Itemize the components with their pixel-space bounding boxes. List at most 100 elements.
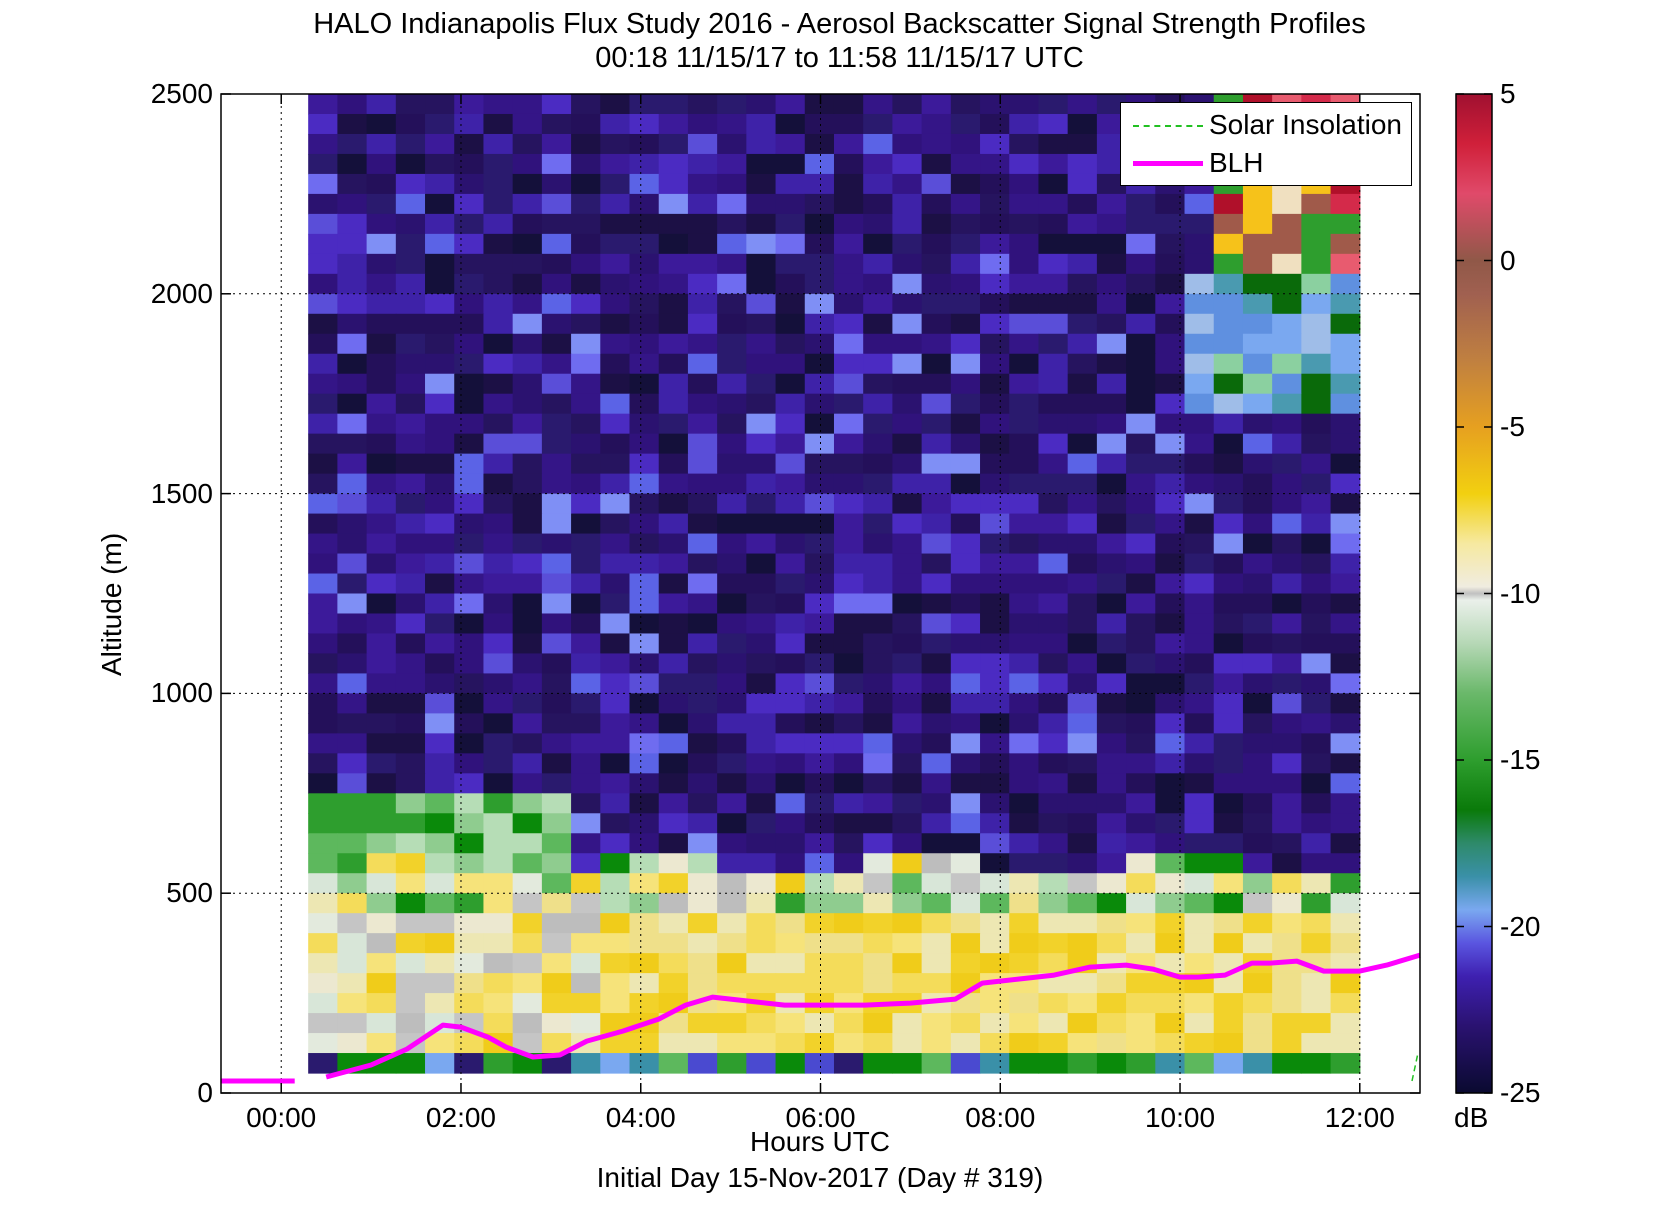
heatmap-cell: [1184, 793, 1215, 814]
heatmap-cell: [1242, 273, 1273, 295]
heatmap-cell: [308, 353, 338, 375]
heatmap-cell: [454, 993, 485, 1014]
heatmap-cell: [892, 293, 923, 315]
heatmap-cell: [308, 1033, 338, 1054]
heatmap-cell: [512, 693, 543, 714]
heatmap-cell: [395, 433, 426, 455]
heatmap-cell: [600, 553, 631, 575]
heatmap-cell: [1272, 473, 1302, 495]
heatmap-cell: [980, 513, 1010, 535]
heatmap-cell: [483, 113, 514, 135]
heatmap-cell: [512, 653, 543, 675]
heatmap-cell: [1213, 373, 1244, 395]
heatmap-cell: [1155, 413, 1186, 435]
heatmap-cell: [892, 213, 923, 235]
heatmap-cell: [366, 233, 397, 255]
y-tick-label: 1000: [150, 677, 213, 709]
heatmap-cell: [1126, 913, 1156, 934]
heatmap-cell: [658, 873, 689, 894]
heatmap-cell: [863, 913, 893, 934]
heatmap-cell: [337, 853, 368, 874]
heatmap-cell: [717, 753, 747, 774]
heatmap-cell: [1009, 553, 1040, 575]
heatmap-cell: [892, 333, 923, 355]
heatmap-cell: [717, 1053, 747, 1074]
heatmap-cell: [1301, 553, 1332, 575]
heatmap-cell: [980, 1033, 1010, 1054]
heatmap-cell: [1096, 573, 1127, 595]
heatmap-cell: [308, 593, 338, 615]
heatmap-cell: [1242, 433, 1273, 455]
heatmap-cell: [921, 933, 952, 954]
heatmap-cell: [950, 693, 981, 714]
heatmap-cell: [1067, 493, 1098, 515]
heatmap-cell: [804, 153, 835, 175]
heatmap-cell: [512, 713, 543, 734]
heatmap-cell: [1330, 233, 1361, 255]
heatmap-cell: [833, 313, 864, 335]
heatmap-cell: [1301, 853, 1332, 874]
heatmap-cell: [1155, 553, 1186, 575]
heatmap-cell: [425, 513, 455, 535]
heatmap-cell: [600, 793, 631, 814]
heatmap-cell: [687, 793, 718, 814]
heatmap-cell: [863, 753, 893, 774]
heatmap-cell: [950, 833, 981, 854]
heatmap-cell: [804, 673, 835, 694]
heatmap-cell: [395, 273, 426, 295]
heatmap-cell: [775, 233, 806, 255]
heatmap-cell: [571, 753, 601, 774]
heatmap-cell: [483, 773, 514, 794]
heatmap-cell: [746, 393, 777, 415]
heatmap-cell: [804, 833, 835, 854]
heatmap-cell: [1067, 653, 1098, 675]
heatmap-cell: [1272, 453, 1302, 475]
heatmap-cell: [571, 533, 601, 555]
heatmap-cell: [1184, 313, 1215, 335]
heatmap-cell: [1009, 713, 1040, 734]
heatmap-cell: [980, 573, 1010, 595]
heatmap-cell: [804, 253, 835, 275]
heatmap-cell: [483, 793, 514, 814]
heatmap-cell: [629, 793, 660, 814]
heatmap-cell: [687, 1053, 718, 1074]
heatmap-cell: [366, 633, 397, 655]
heatmap-cell: [687, 953, 718, 974]
heatmap-cell: [804, 813, 835, 834]
heatmap-cell: [600, 813, 631, 834]
heatmap-cell: [337, 733, 368, 754]
heatmap-cell: [717, 473, 747, 495]
heatmap-cell: [512, 853, 543, 874]
heatmap-cell: [833, 873, 864, 894]
heatmap-cell: [980, 173, 1010, 195]
heatmap-cell: [1038, 873, 1069, 894]
heatmap-cell: [1213, 853, 1244, 874]
heatmap-cell: [1096, 553, 1127, 575]
heatmap-cell: [337, 653, 368, 675]
heatmap-cell: [687, 693, 718, 714]
heatmap-cell: [980, 113, 1010, 135]
heatmap-cell: [717, 233, 747, 255]
legend-label-solar-insolation: Solar Insolation: [1209, 109, 1403, 140]
heatmap-cell: [1067, 833, 1098, 854]
heatmap-cell: [454, 893, 485, 914]
heatmap-cell: [1009, 353, 1040, 375]
heatmap-cell: [804, 753, 835, 774]
heatmap-cell: [1330, 253, 1361, 275]
heatmap-cell: [1067, 233, 1098, 255]
heatmap-cell: [921, 213, 952, 235]
heatmap-cell: [629, 273, 660, 295]
heatmap-cell: [1067, 453, 1098, 475]
heatmap-cell: [1330, 593, 1361, 615]
heatmap-cell: [395, 213, 426, 235]
heatmap-cell: [1272, 853, 1302, 874]
heatmap-cell: [395, 293, 426, 315]
heatmap-cell: [1213, 973, 1244, 994]
heatmap-cell: [1155, 953, 1186, 974]
heatmap-cell: [1067, 793, 1098, 814]
heatmap-cell: [687, 673, 718, 694]
heatmap-cell: [1038, 993, 1069, 1014]
heatmap-cell: [921, 513, 952, 535]
heatmap-cell: [1272, 773, 1302, 794]
heatmap-cell: [687, 873, 718, 894]
